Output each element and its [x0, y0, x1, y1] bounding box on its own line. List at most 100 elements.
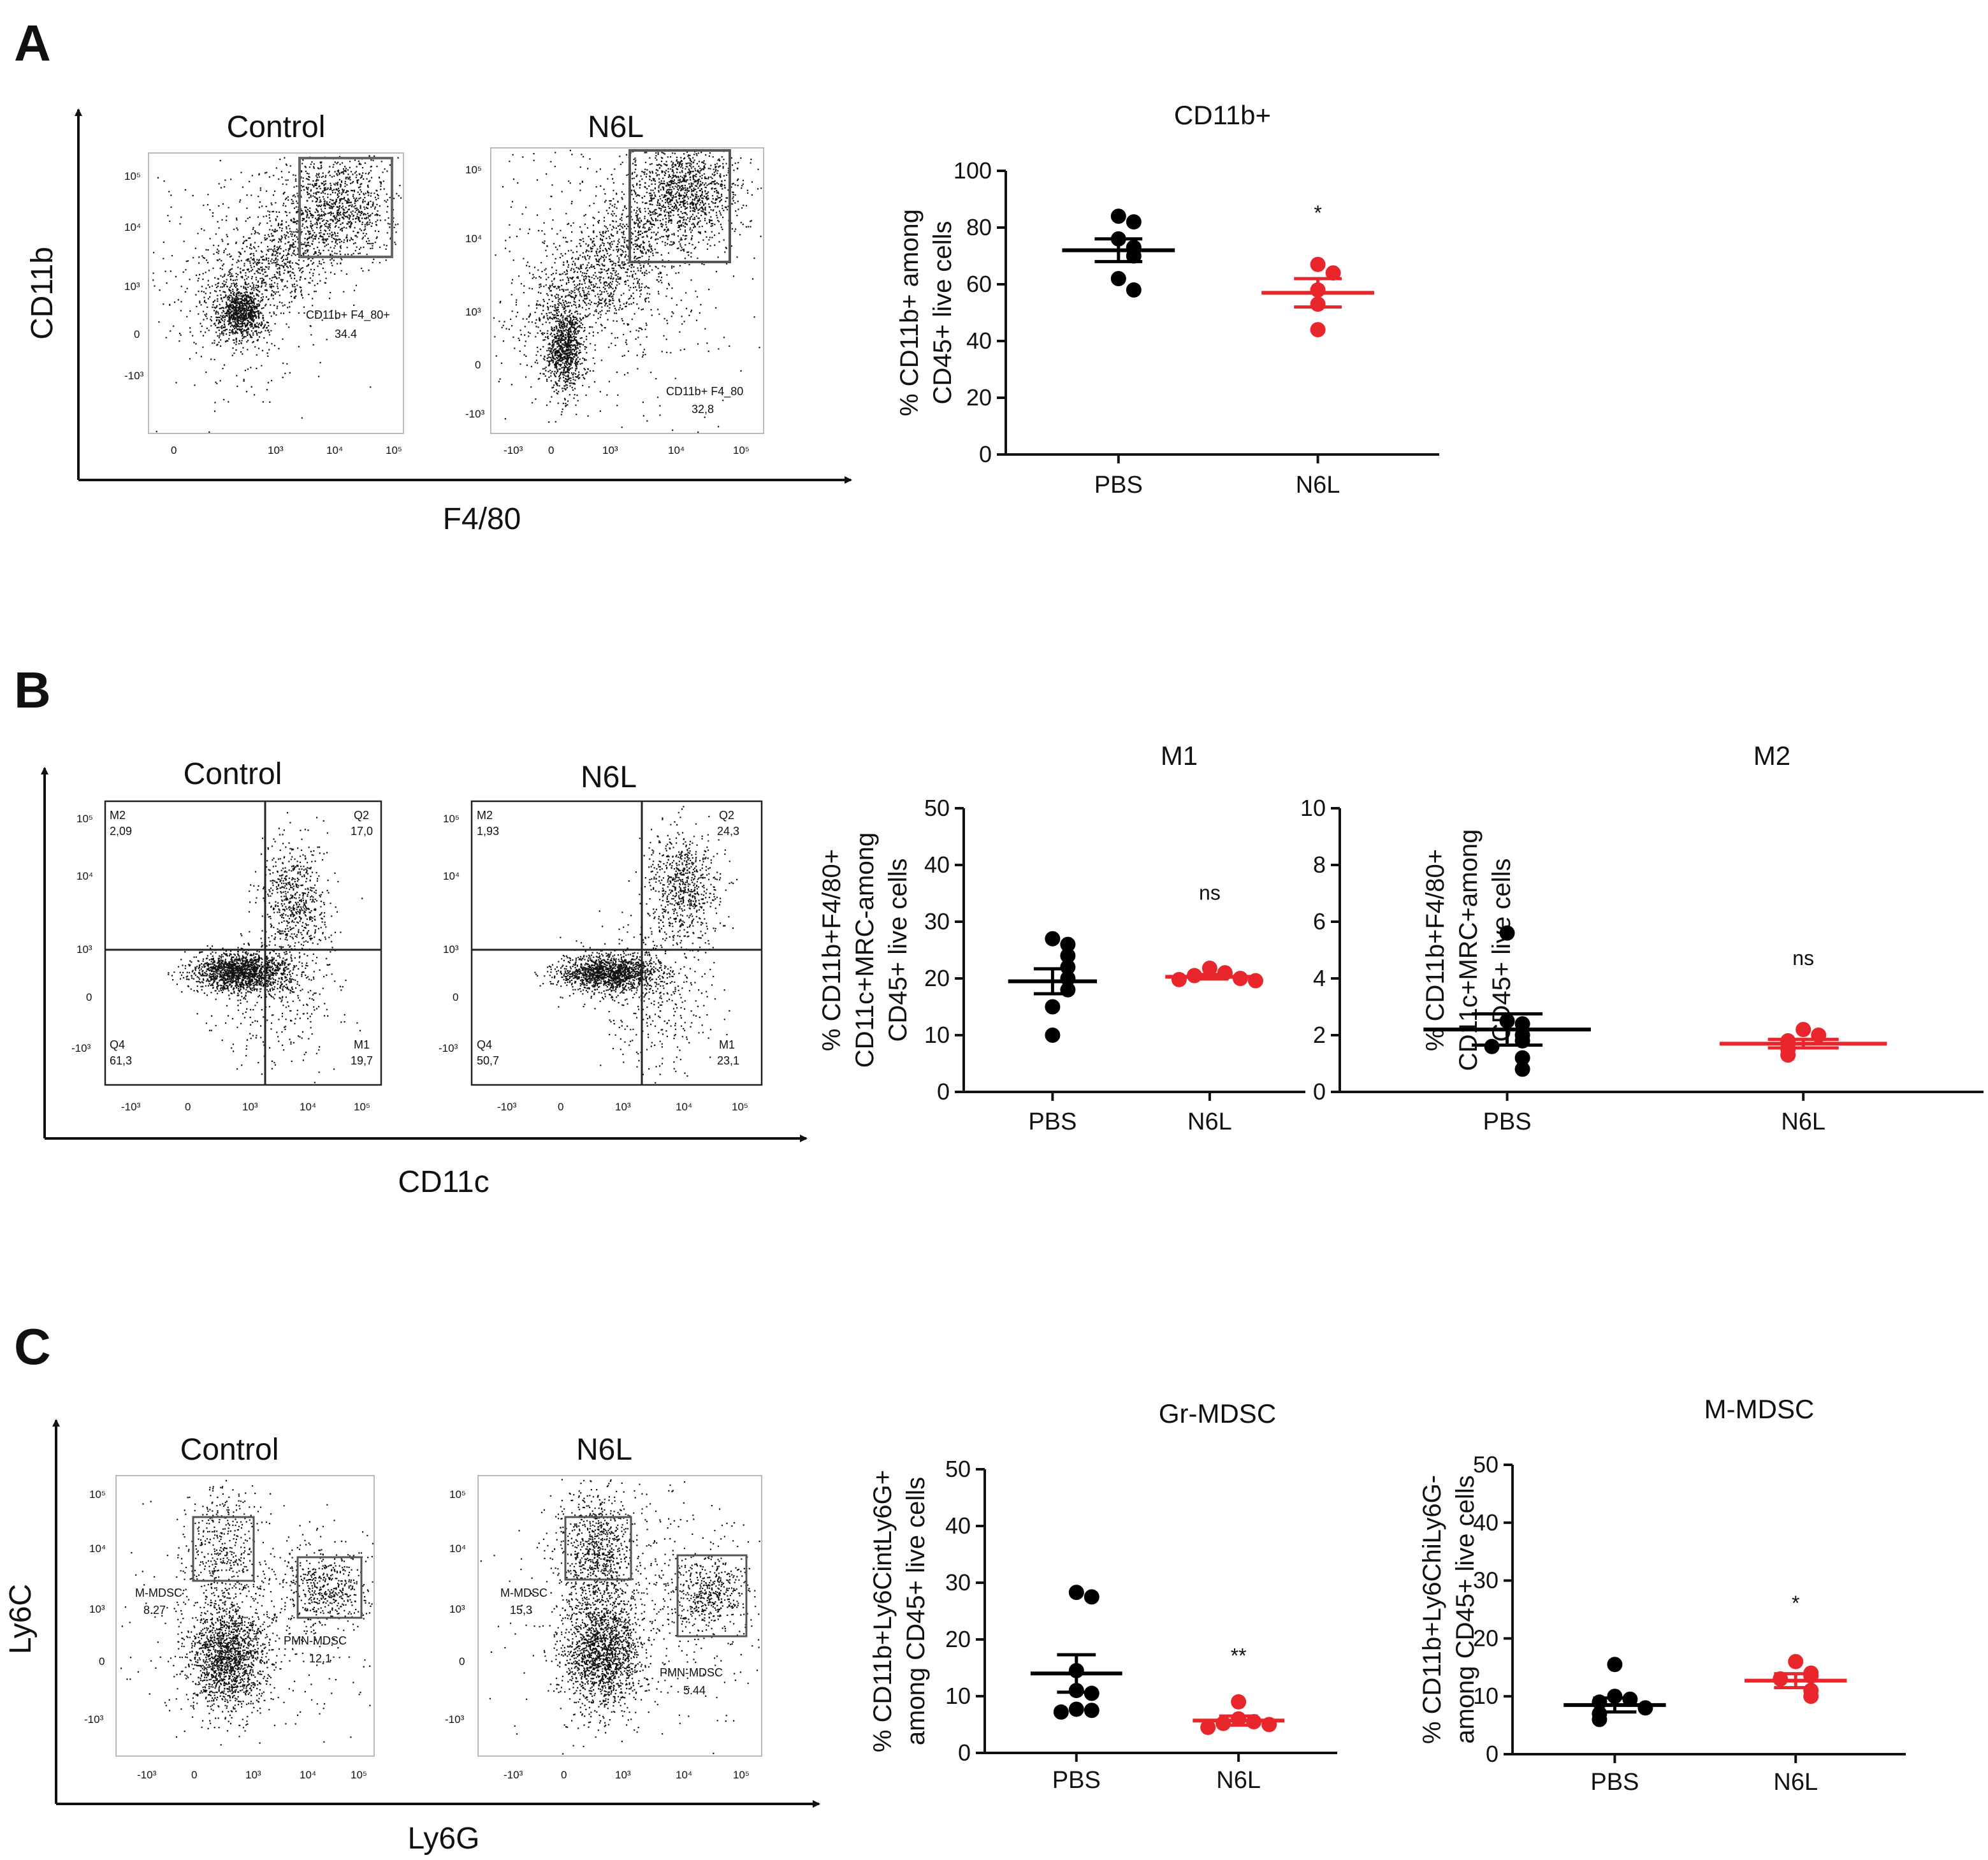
chart-data-point [1201, 960, 1217, 976]
a-flow-dots-control [152, 155, 402, 433]
chart-y-label-line: % CD11b+Ly6CintLy6G+ [869, 1470, 897, 1752]
chart-data-point [1045, 1028, 1061, 1043]
chart-data-point [1637, 1700, 1653, 1716]
chart-y-tick-label: 0 [937, 1079, 950, 1105]
chart-y-tick-label: 0 [979, 441, 992, 467]
c-flow-plot-control: M-MDSC 8.27 PMN-MDSC 12,1 10⁵ 10⁴ 10³ 0 … [84, 1475, 375, 1781]
chart-significance-label: ** [1231, 1645, 1247, 1667]
b-q-br-label: M1 [354, 1038, 370, 1051]
chart-title: CD11b+ [1174, 100, 1271, 130]
chart-data-point [1803, 1689, 1819, 1704]
chart-data-point [1171, 971, 1187, 987]
c-flow-gate-pmn-n6l [676, 1554, 748, 1638]
chart-y-label-line: CD45+ live cells [884, 859, 912, 1042]
chart-y-tick-label: 20 [924, 965, 950, 991]
b-flow-plot-n6l: M2 1,93 Q2 24,3 Q4 50,7 M1 23,1 10⁵ 10⁴ … [439, 800, 763, 1113]
c-flow-ytick: 10⁵ [89, 1488, 106, 1500]
chart-data-point [1084, 1589, 1099, 1605]
chart-data-point [1060, 948, 1076, 964]
b-flow-xtick: 10⁴ [300, 1101, 316, 1113]
c-flow-xtick: 0 [561, 1769, 567, 1781]
a-flow-xtick: -10³ [504, 444, 523, 456]
chart-data-point [1215, 1715, 1231, 1731]
chart-title: M2 [1753, 741, 1790, 771]
chart-y-tick-label: 40 [966, 328, 992, 354]
b-flow-xtick: 10⁵ [354, 1101, 370, 1113]
b-flow-xtick: -10³ [121, 1101, 141, 1113]
a-flow-plot-control: CD11b+ F4_80+ 34.4 -10³ 0 10³ 10⁴ 10⁵ 0 … [124, 152, 404, 456]
chart-y-tick-label: 10 [945, 1683, 971, 1709]
b-q-bl-label: Q4 [477, 1038, 492, 1051]
a-flow-xtick: 10⁴ [668, 444, 685, 456]
chart-y-tick-label: 0 [1313, 1079, 1326, 1105]
a-flow-xtick: 10⁵ [386, 444, 402, 456]
chart-y-tick-label: 80 [966, 214, 992, 240]
chart-data-point [1310, 322, 1326, 338]
a-flow-gate-n6l [628, 149, 731, 263]
b-flow-xtick: -10³ [497, 1101, 517, 1113]
b-q-tl-value: 2,09 [110, 825, 132, 838]
flow-event-cloud [120, 1479, 374, 1746]
b-flow-ytick: 0 [453, 991, 458, 1003]
chart-data-point [1796, 1022, 1811, 1038]
chart-category-label: N6L [1296, 472, 1340, 498]
a-flow-gate-value-control: 34.4 [335, 328, 357, 340]
chart-title: M-MDSC [1704, 1394, 1815, 1424]
b-flow-ytick: -10³ [439, 1042, 458, 1054]
c-flow-x-title: Ly6G [408, 1822, 480, 1856]
chart-data-point [1060, 936, 1076, 952]
chart-data-point [1514, 1050, 1530, 1066]
chart-y-tick-label: 60 [966, 271, 992, 297]
chart-y-tick-label: 40 [945, 1513, 971, 1539]
chart-significance-label: ns [1199, 882, 1221, 905]
c-flow-xtick: 0 [191, 1769, 197, 1781]
chart-significance-label: * [1314, 201, 1321, 224]
chart-data-point [1060, 959, 1076, 975]
c-flow-dots-control [120, 1479, 374, 1746]
b-flow-ytick: 10⁴ [443, 870, 460, 882]
chart-data-point [1068, 1585, 1084, 1601]
chart-gr-mdsc: 0 10 20 30 40 50 PBS N6L Gr-MDSC % CD11b+Ly6CintL… [869, 1399, 1337, 1794]
chart-m2: 0 2 4 6 8 10 PBS N6L M2 % CD11b+F4/80+ CD11c+MRC+a… [1300, 741, 1984, 1135]
chart-y-tick-label: 6 [1313, 908, 1326, 934]
b-q-br-value: 23,1 [717, 1054, 739, 1067]
chart-category-label: N6L [1216, 1767, 1261, 1794]
c-flow-gate-m-control [192, 1516, 255, 1582]
chart-data-point [1592, 1711, 1607, 1727]
b-flow-xtick: 0 [185, 1101, 191, 1113]
b-q-br-value: 19,7 [351, 1054, 373, 1067]
chart-category-label: N6L [1781, 1108, 1825, 1135]
chart-y-tick-label: 20 [1473, 1625, 1498, 1651]
chart-data-point [1607, 1657, 1623, 1673]
chart-category-label: PBS [1094, 472, 1143, 498]
a-flow-ytick: 10⁵ [124, 170, 141, 182]
chart-significance-label: ns [1792, 947, 1814, 970]
chart-y-label-line: CD11c+MRC-among [851, 832, 879, 1068]
chart-y-tick-label: 50 [945, 1456, 971, 1482]
flow-event-cloud [534, 806, 738, 1084]
chart-data-point [1231, 1694, 1247, 1710]
b-flow-ytick: -10³ [71, 1042, 91, 1054]
c-flow-pmn-label-n6l: PMN-MDSC [660, 1666, 723, 1679]
c-flow-ytick: 10³ [89, 1603, 105, 1615]
b-q-tr-label: Q2 [719, 809, 734, 822]
chart-y-tick-label: 0 [1486, 1741, 1498, 1767]
chart-data-point [1126, 282, 1142, 298]
c-flow-xtick: 10⁴ [676, 1769, 692, 1781]
b-q-tr-label: Q2 [354, 809, 369, 822]
flow-event-cloud [480, 1479, 760, 1755]
chart-data-point [1780, 1047, 1796, 1063]
b-q-bl-value: 61,3 [110, 1054, 132, 1067]
chart-y-tick-label: 40 [924, 852, 950, 878]
c-flow-m-label-n6l: M-MDSC [500, 1587, 548, 1599]
b-q-tl-label: M2 [477, 809, 493, 822]
c-flow-ytick: 10⁵ [449, 1488, 466, 1500]
chart-category-label: PBS [1028, 1108, 1077, 1135]
b-flow-dots-n6l [534, 806, 738, 1084]
chart-data-point [1325, 265, 1341, 281]
a-flow-xtick: 0 [548, 444, 554, 456]
flow-event-cloud [152, 155, 402, 433]
c-flow-gate-pmn-control [296, 1556, 363, 1619]
b-flow-ytick: 10⁴ [76, 870, 93, 882]
chart-y-tick-label: 10 [1473, 1683, 1498, 1709]
